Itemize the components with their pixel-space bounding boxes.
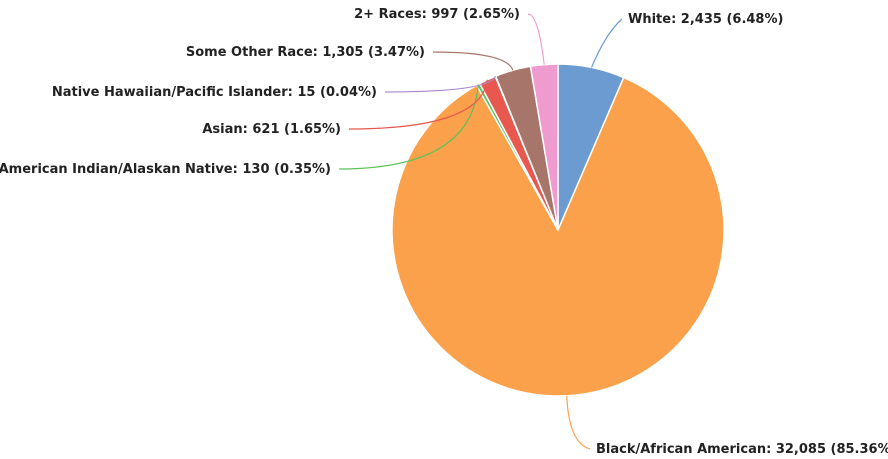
leader-line-native-hawaiian-pacific-islander xyxy=(384,75,497,93)
slice-labels: White: 2,435 (6.48%) Black/African Americ… xyxy=(0,7,888,457)
label-leader-lines xyxy=(338,13,623,450)
leader-line-black-african-american xyxy=(566,395,591,450)
leader-line-some-other-race xyxy=(432,51,514,71)
slice-label-native-hawaiian-pacific-islander: Native Hawaiian/Pacific Islander: 15 (0.… xyxy=(52,85,377,100)
leader-line-white xyxy=(590,18,623,68)
slice-label-white: White: 2,435 (6.48%) xyxy=(628,12,783,27)
pie-slice-black-african-american[interactable] xyxy=(391,76,725,397)
slice-label-some-other-race: Some Other Race: 1,305 (3.47%) xyxy=(186,45,425,60)
leader-line-american-indian-alaskan-native xyxy=(338,84,479,170)
slice-label-black-african-american: Black/African American: 32,085 (85.36%) xyxy=(596,442,888,457)
slice-label-2-races: 2+ Races: 997 (2.65%) xyxy=(354,7,520,22)
pie-slices xyxy=(391,63,725,397)
leader-line-2-races xyxy=(527,13,545,65)
slice-label-american-indian-alaskan-native: American Indian/Alaskan Native: 130 (0.3… xyxy=(0,162,331,177)
leader-line-asian xyxy=(348,79,489,130)
slice-label-asian: Asian: 621 (1.65%) xyxy=(202,122,341,137)
